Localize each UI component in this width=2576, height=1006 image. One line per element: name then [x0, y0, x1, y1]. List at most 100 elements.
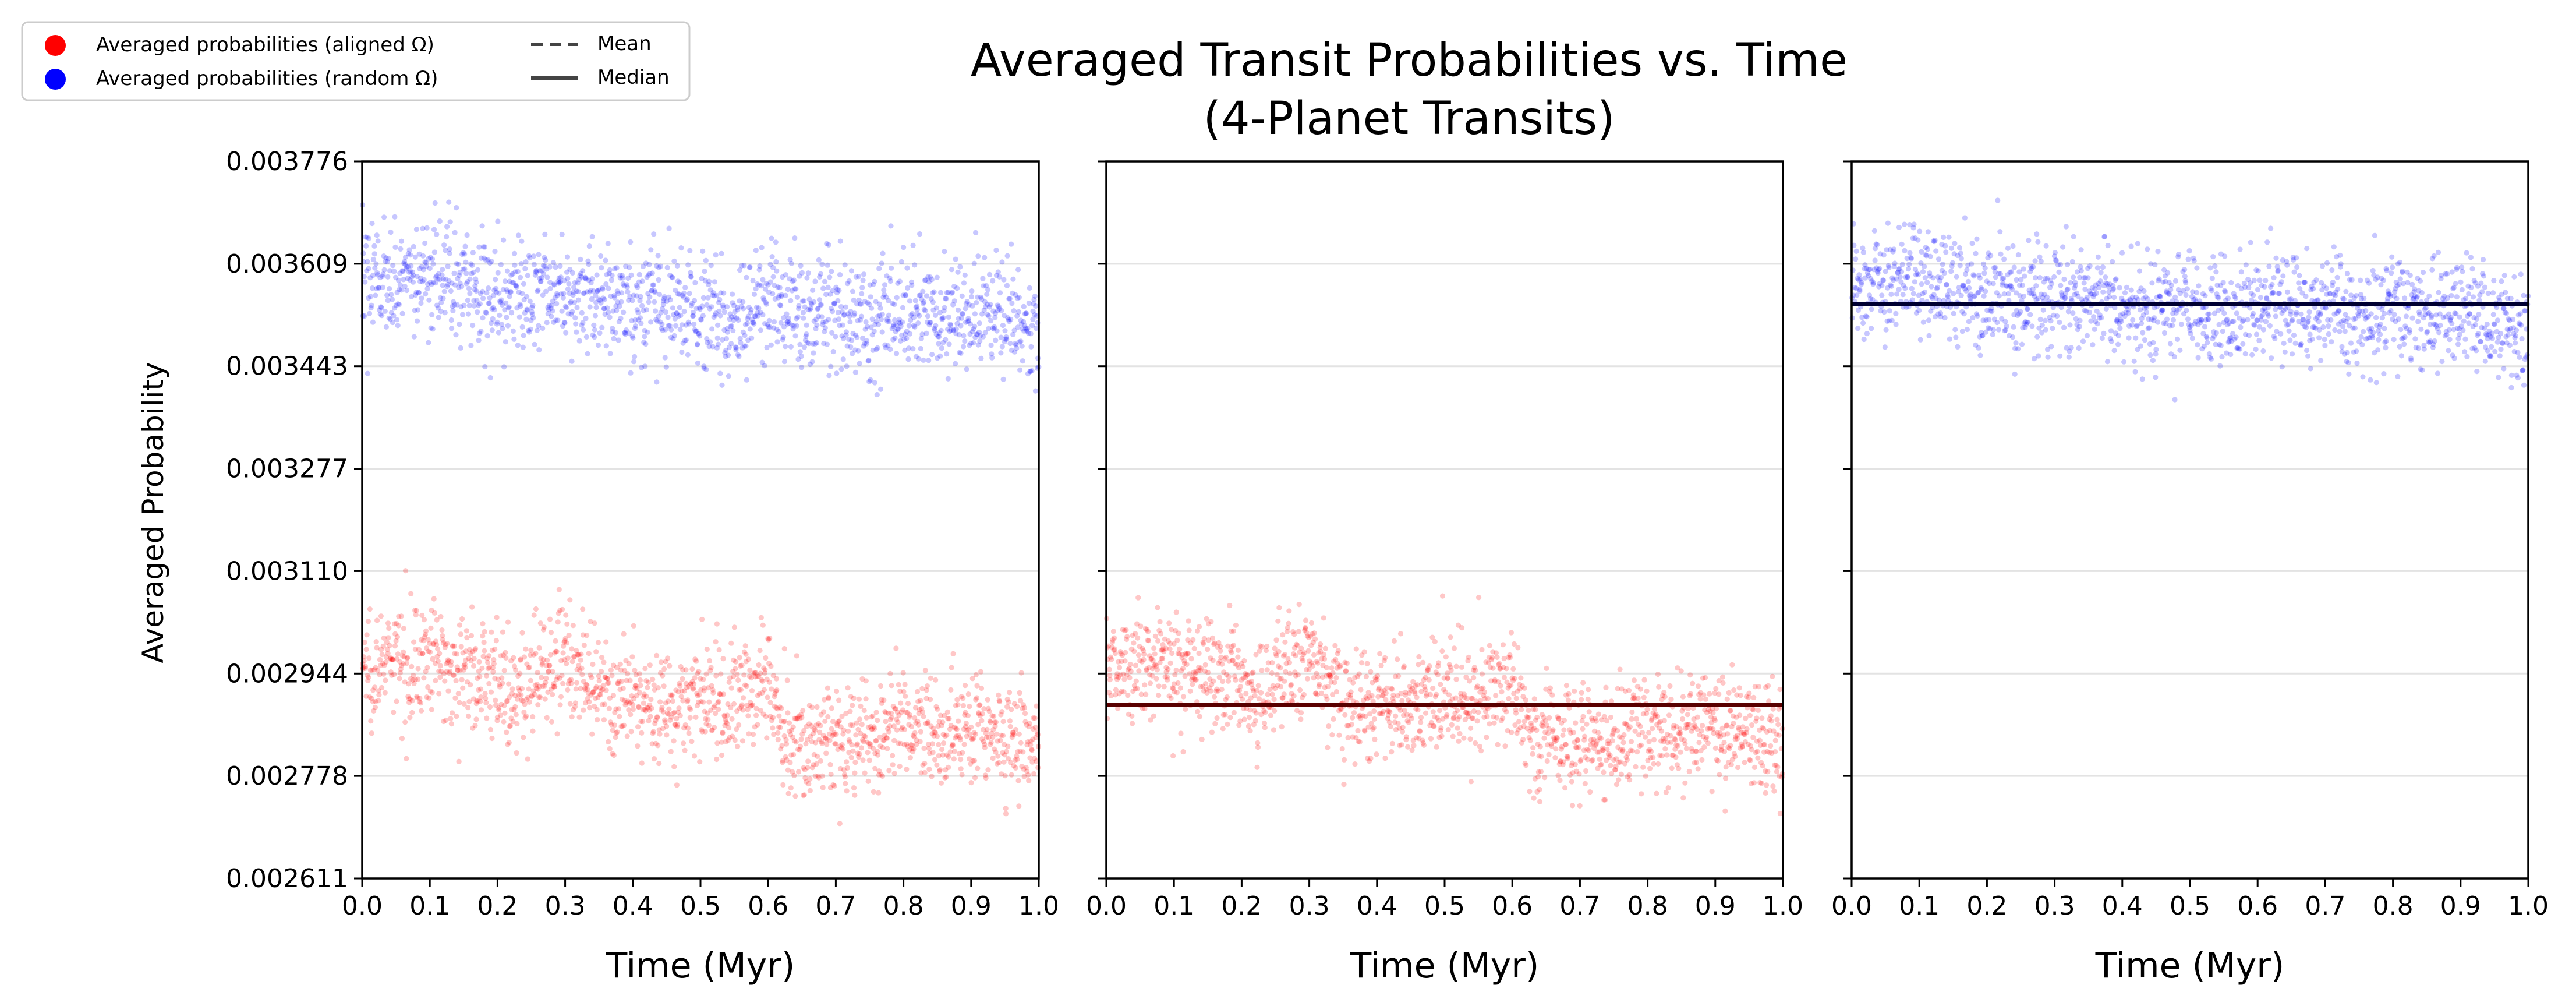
- data-point: [660, 327, 666, 333]
- data-point: [513, 712, 519, 718]
- data-point: [768, 342, 774, 348]
- data-point: [811, 726, 817, 732]
- data-point: [2012, 371, 2018, 377]
- data-point: [1986, 317, 1992, 323]
- data-point: [1025, 326, 1031, 331]
- data-point: [844, 759, 850, 765]
- data-point: [394, 317, 400, 323]
- data-point: [706, 722, 712, 728]
- data-point: [883, 294, 889, 300]
- data-point: [912, 705, 919, 711]
- data-point: [1948, 269, 1954, 274]
- data-point: [703, 716, 709, 722]
- data-point: [664, 298, 670, 305]
- data-point: [515, 673, 521, 679]
- data-point: [683, 667, 689, 673]
- data-point: [368, 718, 374, 724]
- data-point: [1545, 730, 1551, 736]
- data-point: [1615, 728, 1620, 734]
- data-point: [732, 314, 738, 320]
- data-point: [1116, 665, 1123, 670]
- data-point: [1135, 595, 1141, 601]
- data-point: [823, 291, 829, 298]
- data-point: [554, 677, 560, 683]
- data-point: [416, 251, 422, 257]
- data-point: [642, 363, 648, 369]
- data-point: [937, 310, 943, 316]
- data-point: [874, 391, 880, 398]
- data-point: [1004, 283, 1010, 288]
- data-point: [921, 357, 926, 363]
- data-point: [878, 683, 884, 689]
- data-point: [638, 683, 643, 689]
- data-point: [606, 270, 612, 276]
- data-point: [385, 298, 391, 303]
- data-point: [750, 278, 756, 284]
- data-point: [822, 325, 828, 331]
- data-point: [1231, 710, 1237, 715]
- data-point: [1155, 638, 1161, 644]
- data-point: [522, 701, 528, 707]
- series-random: [360, 199, 1042, 398]
- data-point: [370, 257, 377, 263]
- data-point: [572, 700, 578, 706]
- data-point: [1230, 628, 1237, 634]
- data-point: [754, 673, 760, 679]
- x-tick-label: 0.9: [1695, 891, 1736, 921]
- data-point: [1915, 271, 1922, 278]
- data-point: [524, 294, 530, 299]
- data-point: [944, 732, 950, 738]
- data-point: [632, 354, 638, 360]
- data-point: [605, 310, 611, 316]
- data-point: [1958, 256, 1964, 262]
- data-point: [936, 341, 942, 347]
- data-point: [1011, 308, 1017, 314]
- data-point: [958, 350, 964, 356]
- data-point: [758, 708, 764, 714]
- data-point: [1728, 761, 1734, 768]
- data-point: [653, 317, 659, 323]
- data-point: [1729, 662, 1735, 668]
- data-point: [981, 726, 986, 732]
- data-point: [813, 740, 819, 746]
- data-point: [897, 278, 903, 284]
- data-point: [839, 309, 845, 315]
- data-point: [523, 646, 529, 652]
- data-point: [870, 713, 876, 719]
- data-point: [1131, 648, 1137, 654]
- data-point: [468, 682, 473, 688]
- data-point: [470, 725, 476, 731]
- data-point: [503, 300, 509, 306]
- data-point: [620, 281, 626, 287]
- data-point: [1690, 680, 1696, 686]
- data-point: [699, 616, 705, 622]
- data-point: [872, 380, 877, 386]
- data-point: [609, 273, 615, 278]
- data-point: [811, 762, 816, 768]
- data-point: [739, 263, 745, 269]
- data-point: [1004, 253, 1010, 259]
- data-point: [872, 726, 877, 732]
- data-point: [376, 285, 382, 291]
- data-point: [523, 697, 530, 703]
- data-point: [466, 302, 472, 309]
- data-point: [870, 347, 876, 353]
- data-point: [952, 749, 958, 754]
- data-point: [885, 343, 891, 349]
- data-point: [1423, 710, 1429, 716]
- data-point: [900, 319, 905, 325]
- data-point: [529, 312, 536, 317]
- data-point: [1682, 741, 1688, 747]
- data-point: [1563, 683, 1570, 689]
- data-point: [1996, 293, 2002, 299]
- data-point: [436, 315, 441, 320]
- data-point: [790, 278, 795, 284]
- data-point: [543, 679, 549, 686]
- data-point: [419, 612, 425, 618]
- data-point: [362, 279, 368, 285]
- data-point: [590, 689, 596, 696]
- data-point: [680, 698, 686, 704]
- data-point: [877, 743, 883, 749]
- data-point: [969, 737, 975, 743]
- data-point: [1265, 691, 1271, 697]
